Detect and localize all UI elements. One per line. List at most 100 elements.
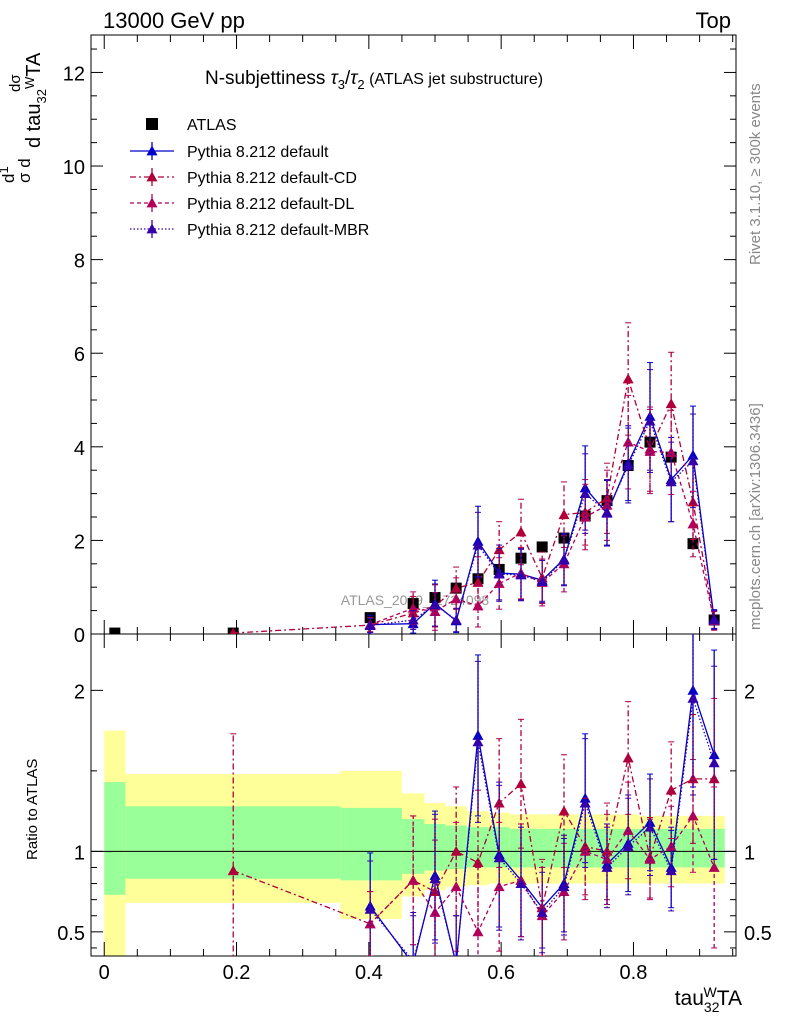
header-left: 13000 GeV pp <box>103 8 245 33</box>
ratio-series-4-marker <box>412 955 414 956</box>
main-series-4-marker <box>515 569 527 580</box>
x-axis-label: tau32WTA <box>675 984 742 1015</box>
ratio-series-2-marker <box>622 752 634 763</box>
main-series-1-line <box>370 414 715 626</box>
band-inner-segment <box>104 782 126 895</box>
ratio-y-tick-label-left: 2 <box>74 681 85 703</box>
ratio-series-4-marker <box>708 757 720 768</box>
main-series-4-line <box>370 419 715 627</box>
ratio-series-1-line <box>369 690 715 956</box>
main-series-2-marker <box>493 544 505 555</box>
ratio-y-tick-label-right: 0.5 <box>744 923 772 945</box>
main-series-4-marker <box>429 599 441 610</box>
ratio-series-4-marker <box>579 797 591 808</box>
main-series-4-marker <box>558 554 570 565</box>
ratio-series-4-marker <box>665 865 677 876</box>
legend-label: Pythia 8.212 default <box>187 144 329 161</box>
main-series-3-marker <box>493 577 505 588</box>
main-series-2-marker <box>622 373 634 384</box>
main-series-4-marker <box>601 506 613 517</box>
y-axis-label: d1 σ d d tau32WTA dσ <box>0 52 49 183</box>
ratio-uncertainty-bands <box>104 730 725 956</box>
ratio-y-tick-label-right: 1 <box>744 842 755 864</box>
svg-text:d tau32WTA: d tau32WTA <box>22 52 49 148</box>
main-series-3-marker <box>687 518 699 529</box>
main-series-4-marker <box>665 476 677 487</box>
main-series-3-marker <box>579 511 591 522</box>
main-series-3-marker <box>622 436 634 447</box>
ratio-y-tick-label-left: 0.5 <box>57 923 85 945</box>
ratio-series-3-marker <box>687 810 699 821</box>
main-data-layer <box>109 322 720 634</box>
legend-marker <box>146 197 158 208</box>
ratio-series-3-marker <box>622 824 634 835</box>
ratio-series-4-marker <box>451 959 462 969</box>
svg-text:σ d: σ d <box>15 158 34 183</box>
mcplots-label: mcplots.cern.ch [arXiv:1306.3436] <box>747 403 764 630</box>
ratio-series-4-marker <box>429 873 441 884</box>
main-y-tick-label: 8 <box>74 251 85 273</box>
ratio-series-2-marker <box>472 857 484 868</box>
ratio-series-3-marker <box>665 841 677 851</box>
ratio-series-3-marker <box>644 853 656 864</box>
atlas-data-point <box>687 538 699 550</box>
ratio-series-4-marker <box>644 821 656 832</box>
main-y-tick-label: 6 <box>74 344 85 366</box>
x-tick-label: 0.2 <box>223 962 251 984</box>
legend-marker <box>146 145 158 156</box>
legend-label: Pythia 8.212 default-DL <box>187 196 354 213</box>
main-series-4-marker <box>579 488 591 499</box>
main-y-tick-label: 4 <box>74 438 85 460</box>
ratio-series-2-marker <box>493 797 505 808</box>
x-tick-label: 0.8 <box>620 962 648 984</box>
main-series-4-marker <box>708 614 720 625</box>
ratio-data-layer <box>227 634 720 969</box>
ratio-series-3-marker <box>601 853 613 864</box>
main-series-2-marker <box>450 582 462 593</box>
ratio-series-4-marker <box>472 736 484 747</box>
legend-marker <box>146 171 158 182</box>
ratio-series-3-marker <box>407 874 419 885</box>
main-series-4-marker <box>450 614 462 625</box>
main-series-3-marker <box>665 446 677 457</box>
ratio-series-4-marker <box>536 907 548 917</box>
main-series-2-marker <box>515 526 527 537</box>
main-series-4-marker <box>472 539 484 550</box>
ratio-series-4-line <box>369 698 715 956</box>
atlas-data-point <box>109 627 121 634</box>
band-inner-segment <box>340 807 402 881</box>
ratio-series-1-marker <box>472 729 484 740</box>
ratio-series-4-marker <box>493 852 505 863</box>
ratio-series-4-marker <box>601 861 613 872</box>
ratio-series-2-marker <box>665 784 677 795</box>
legend-label: Pythia 8.212 default-CD <box>187 170 357 187</box>
ratio-y-label: Ratio to ATLAS <box>24 759 41 860</box>
main-y-tick-label: 0 <box>74 625 85 647</box>
ratio-series-1-marker <box>451 959 462 969</box>
main-y-tick-label: 2 <box>74 531 85 553</box>
legend-marker-atlas <box>146 118 158 130</box>
x-tick-label: 0.4 <box>355 962 383 984</box>
main-series-4-marker <box>622 460 634 470</box>
svg-text:dσ: dσ <box>7 74 24 92</box>
ratio-series-4-marker <box>364 903 376 914</box>
ratio-series-2-marker <box>227 865 239 876</box>
rivet-label: Rivet 3.1.10, ≥ 300k events <box>747 83 764 265</box>
ratio-series-2-marker <box>515 778 527 789</box>
ratio-series-4-marker <box>687 692 699 703</box>
ratio-series-3-marker <box>708 861 720 872</box>
ratio-series-3-marker <box>429 907 441 917</box>
ratio-series-4-marker <box>622 841 634 851</box>
atlas-data-point <box>536 541 548 553</box>
main-series-4-marker <box>644 415 656 426</box>
legend-label: ATLAS <box>187 117 237 134</box>
legend: ATLAS Pythia 8.212 default Pythia 8.212 de… <box>130 117 369 239</box>
ratio-y-tick-label-right: 2 <box>744 681 755 703</box>
ratio-series-3-marker <box>450 881 462 892</box>
main-series-2-marker <box>665 398 677 409</box>
main-series-2-marker <box>229 627 237 634</box>
legend-marker <box>146 223 158 234</box>
main-series-2-line <box>233 378 715 634</box>
